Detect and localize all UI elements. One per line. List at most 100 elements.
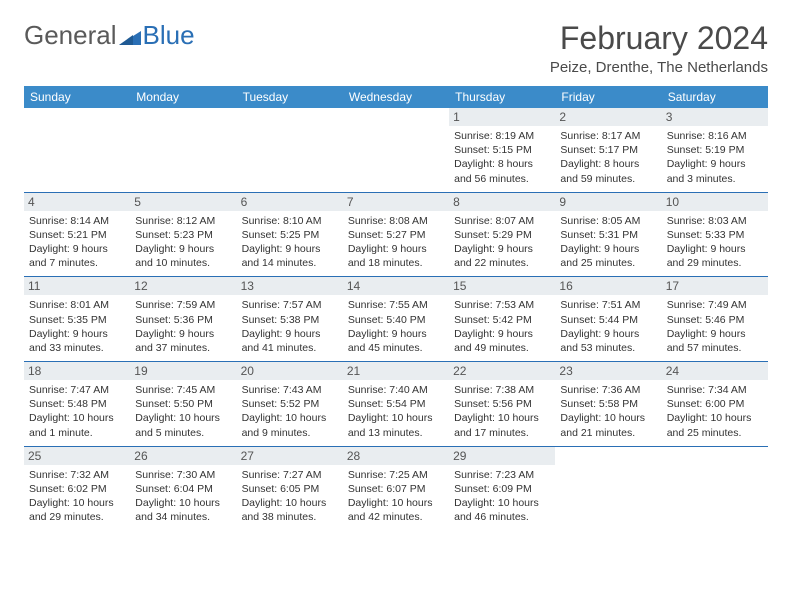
calendar-row: 25Sunrise: 7:32 AMSunset: 6:02 PMDayligh… (24, 446, 768, 530)
daylight-text: Daylight: 8 hours and 59 minutes. (560, 157, 656, 185)
dayname-saturday: Saturday (662, 86, 768, 108)
calendar-cell: 19Sunrise: 7:45 AMSunset: 5:50 PMDayligh… (130, 362, 236, 447)
sunrise-text: Sunrise: 7:34 AM (667, 383, 763, 397)
sunset-text: Sunset: 5:38 PM (242, 313, 338, 327)
sunrise-text: Sunrise: 7:36 AM (560, 383, 656, 397)
day-number: 5 (130, 193, 236, 211)
sunrise-text: Sunrise: 7:43 AM (242, 383, 338, 397)
sunset-text: Sunset: 6:09 PM (454, 482, 550, 496)
daylight-text: Daylight: 10 hours and 9 minutes. (242, 411, 338, 439)
sunset-text: Sunset: 6:00 PM (667, 397, 763, 411)
sunrise-text: Sunrise: 7:51 AM (560, 298, 656, 312)
calendar-body: ....1Sunrise: 8:19 AMSunset: 5:15 PMDayl… (24, 108, 768, 530)
sunrise-text: Sunrise: 7:25 AM (348, 468, 444, 482)
daylight-text: Daylight: 9 hours and 29 minutes. (667, 242, 763, 270)
day-number: 1 (449, 108, 555, 126)
daylight-text: Daylight: 9 hours and 7 minutes. (29, 242, 125, 270)
calendar-cell: 22 Sunrise: 7:38 AMSunset: 5:56 PMDayligh… (449, 362, 555, 447)
sunset-text: Sunset: 6:02 PM (29, 482, 125, 496)
daylight-text: Daylight: 10 hours and 38 minutes. (242, 496, 338, 524)
sunrise-text: Sunrise: 8:17 AM (560, 129, 656, 143)
day-number: 19 (130, 362, 236, 380)
day-number: 8 (449, 193, 555, 211)
day-number: 22 (449, 362, 555, 380)
calendar-row: 11Sunrise: 8:01 AMSunset: 5:35 PMDayligh… (24, 277, 768, 362)
calendar-cell: 17Sunrise: 7:49 AMSunset: 5:46 PMDayligh… (662, 277, 768, 362)
daylight-text: Daylight: 10 hours and 46 minutes. (454, 496, 550, 524)
sunset-text: Sunset: 5:46 PM (667, 313, 763, 327)
calendar-cell: 25 Sunrise: 7:32 AMSunset: 6:02 PMDayligh… (24, 446, 130, 530)
calendar-cell: 11Sunrise: 8:01 AMSunset: 5:35 PMDayligh… (24, 277, 130, 362)
calendar-cell: 12Sunrise: 7:59 AMSunset: 5:36 PMDayligh… (130, 277, 236, 362)
sunset-text: Sunset: 5:31 PM (560, 228, 656, 242)
day-number: 10 (662, 193, 768, 211)
daylight-text: Daylight: 9 hours and 3 minutes. (667, 157, 763, 185)
calendar-cell: 20 Sunrise: 7:43 AMSunset: 5:52 PMDayligh… (237, 362, 343, 447)
calendar-cell-empty: . (24, 108, 130, 192)
daylight-text: Daylight: 9 hours and 57 minutes. (667, 327, 763, 355)
day-number: 27 (237, 447, 343, 465)
sunset-text: Sunset: 5:52 PM (242, 397, 338, 411)
calendar-cell-empty: . (237, 108, 343, 192)
day-number: 25 (24, 447, 130, 465)
calendar-cell: 16Sunrise: 7:51 AMSunset: 5:44 PMDayligh… (555, 277, 661, 362)
sunset-text: Sunset: 5:29 PM (454, 228, 550, 242)
header: General Blue February 2024 Peize, Drenth… (24, 20, 768, 76)
calendar-head: SundayMondayTuesdayWednesdayThursdayFrid… (24, 86, 768, 108)
sunset-text: Sunset: 5:48 PM (29, 397, 125, 411)
sunrise-text: Sunrise: 8:01 AM (29, 298, 125, 312)
day-number: 24 (662, 362, 768, 380)
sunrise-text: Sunrise: 7:53 AM (454, 298, 550, 312)
daylight-text: Daylight: 9 hours and 53 minutes. (560, 327, 656, 355)
day-number: 18 (24, 362, 130, 380)
daylight-text: Daylight: 9 hours and 33 minutes. (29, 327, 125, 355)
calendar-cell: 23Sunrise: 7:36 AMSunset: 5:58 PMDayligh… (555, 362, 661, 447)
day-number: 15 (449, 277, 555, 295)
day-number: 6 (237, 193, 343, 211)
daylight-text: Daylight: 10 hours and 25 minutes. (667, 411, 763, 439)
sunset-text: Sunset: 6:05 PM (242, 482, 338, 496)
sunset-text: Sunset: 5:42 PM (454, 313, 550, 327)
daylight-text: Daylight: 10 hours and 42 minutes. (348, 496, 444, 524)
daylight-text: Daylight: 9 hours and 41 minutes. (242, 327, 338, 355)
calendar-cell: 1Sunrise: 8:19 AMSunset: 5:15 PMDaylight… (449, 108, 555, 192)
daylight-text: Daylight: 9 hours and 37 minutes. (135, 327, 231, 355)
calendar-cell: 14Sunrise: 7:55 AMSunset: 5:40 PMDayligh… (343, 277, 449, 362)
day-number: 20 (237, 362, 343, 380)
daylight-text: Daylight: 8 hours and 56 minutes. (454, 157, 550, 185)
day-number: 7 (343, 193, 449, 211)
daylight-text: Daylight: 9 hours and 14 minutes. (242, 242, 338, 270)
day-number: 4 (24, 193, 130, 211)
daylight-text: Daylight: 10 hours and 21 minutes. (560, 411, 656, 439)
sunrise-text: Sunrise: 7:40 AM (348, 383, 444, 397)
sunrise-text: Sunrise: 7:38 AM (454, 383, 550, 397)
sunset-text: Sunset: 5:50 PM (135, 397, 231, 411)
sunrise-text: Sunrise: 7:32 AM (29, 468, 125, 482)
calendar-row: 4Sunrise: 8:14 AMSunset: 5:21 PMDaylight… (24, 192, 768, 277)
daylight-text: Daylight: 9 hours and 22 minutes. (454, 242, 550, 270)
calendar-cell: 15Sunrise: 7:53 AMSunset: 5:42 PMDayligh… (449, 277, 555, 362)
logo: General Blue (24, 20, 195, 51)
sunrise-text: Sunrise: 8:08 AM (348, 214, 444, 228)
daylight-text: Daylight: 10 hours and 17 minutes. (454, 411, 550, 439)
sunrise-text: Sunrise: 8:10 AM (242, 214, 338, 228)
calendar-cell: 26Sunrise: 7:30 AMSunset: 6:04 PMDayligh… (130, 446, 236, 530)
day-number: 2 (555, 108, 661, 126)
sunrise-text: Sunrise: 7:57 AM (242, 298, 338, 312)
sunrise-text: Sunrise: 7:55 AM (348, 298, 444, 312)
day-number: 28 (343, 447, 449, 465)
daylight-text: Daylight: 10 hours and 29 minutes. (29, 496, 125, 524)
calendar-cell-empty: . (555, 446, 661, 530)
daylight-text: Daylight: 9 hours and 45 minutes. (348, 327, 444, 355)
day-number: 23 (555, 362, 661, 380)
sunset-text: Sunset: 5:56 PM (454, 397, 550, 411)
calendar-cell: 2Sunrise: 8:17 AMSunset: 5:17 PMDaylight… (555, 108, 661, 192)
sunset-text: Sunset: 5:40 PM (348, 313, 444, 327)
logo-text-2: Blue (143, 20, 195, 51)
day-number: 17 (662, 277, 768, 295)
sunrise-text: Sunrise: 7:45 AM (135, 383, 231, 397)
daylight-text: Daylight: 9 hours and 10 minutes. (135, 242, 231, 270)
calendar-cell: 4Sunrise: 8:14 AMSunset: 5:21 PMDaylight… (24, 192, 130, 277)
calendar-cell: 24 Sunrise: 7:34 AMSunset: 6:00 PMDayligh… (662, 362, 768, 447)
dayname-monday: Monday (130, 86, 236, 108)
